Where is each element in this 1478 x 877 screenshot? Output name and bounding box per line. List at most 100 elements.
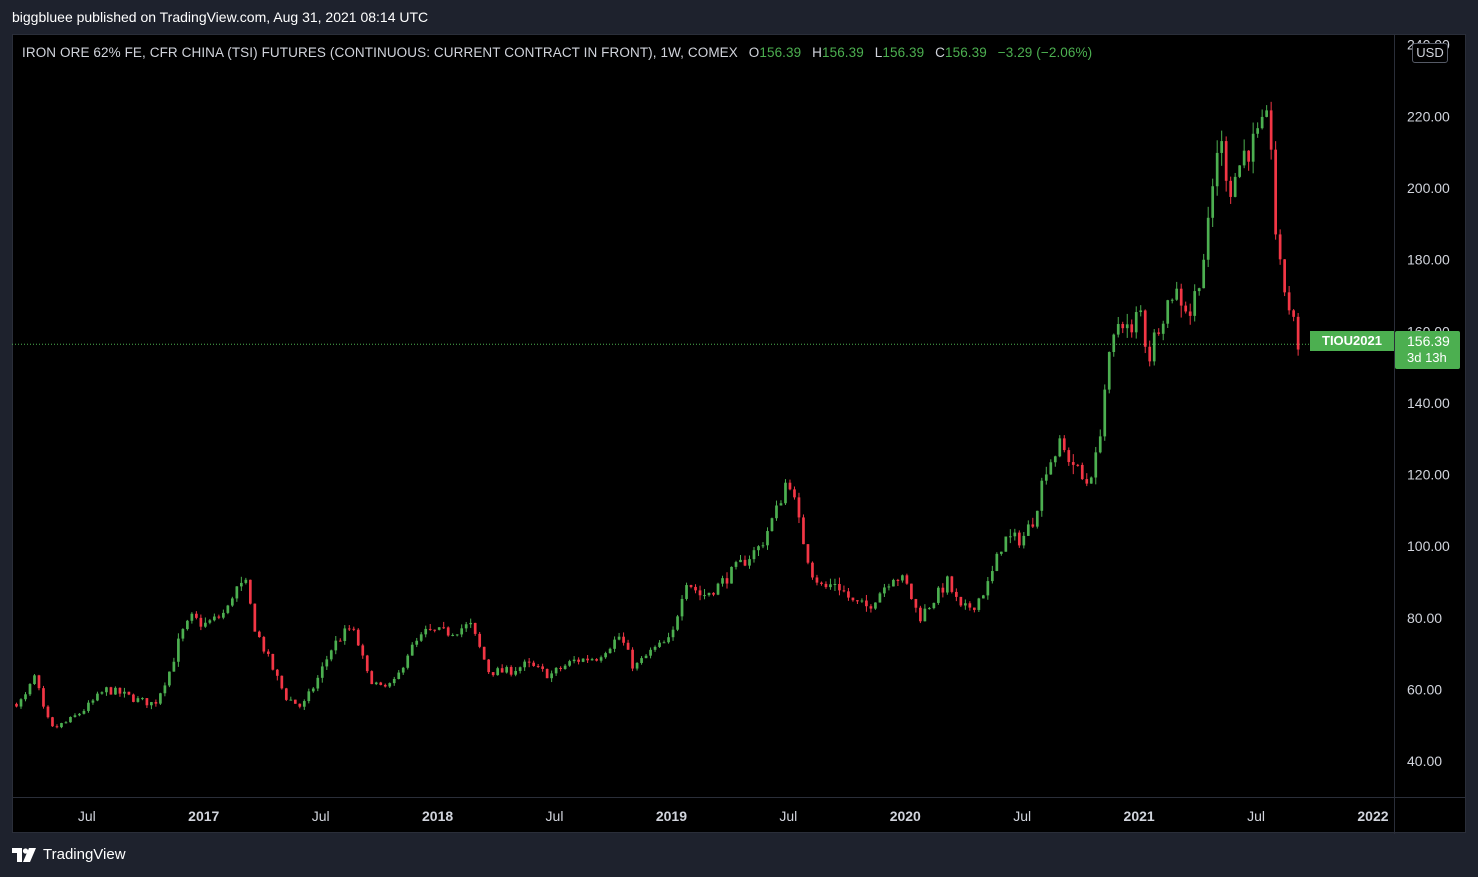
- candle-body: [887, 586, 891, 588]
- candle-body: [536, 665, 540, 667]
- candle-body: [1202, 259, 1206, 289]
- candle-body: [87, 702, 90, 711]
- time-tick-label: Jul: [779, 808, 797, 824]
- candle-body: [383, 684, 387, 687]
- candle-body: [631, 649, 634, 669]
- candle-body: [757, 546, 760, 551]
- time-tick-label: 2019: [656, 808, 687, 824]
- symbol-title: IRON ORE 62% FE, CFR CHINA (TSI) FUTURES…: [22, 45, 738, 60]
- candle-body: [1031, 524, 1035, 527]
- candle-body: [685, 585, 688, 599]
- candle-body: [1049, 462, 1053, 475]
- candle-body: [82, 710, 86, 714]
- candle-body: [1197, 288, 1201, 292]
- candle-body: [1094, 452, 1098, 478]
- candle-body: [1035, 510, 1039, 527]
- candle-body: [388, 683, 392, 687]
- candle-body: [100, 692, 104, 694]
- candle-body: [847, 591, 850, 598]
- candle-body: [248, 579, 252, 604]
- candle-body: [271, 653, 275, 670]
- candle-body: [811, 562, 814, 578]
- candle-body: [766, 531, 769, 546]
- candle-body: [496, 668, 500, 676]
- candle-body: [114, 687, 117, 695]
- candle-body: [195, 613, 198, 618]
- candle-body: [905, 575, 909, 584]
- candle-body: [163, 685, 167, 694]
- candle-body: [365, 655, 369, 672]
- candle-body: [392, 678, 396, 684]
- candle-body: [793, 489, 796, 498]
- candle-body: [734, 562, 738, 567]
- candle-body: [464, 624, 468, 629]
- candle-body: [649, 649, 652, 656]
- candle-body: [874, 602, 877, 609]
- candle-body: [213, 616, 216, 621]
- candle-body: [878, 593, 882, 603]
- candle-body: [1188, 311, 1192, 316]
- candle-body: [608, 648, 612, 654]
- price-tick-label: 80.00: [1407, 610, 1442, 626]
- candle-body: [527, 661, 531, 663]
- open-label: O: [748, 45, 760, 60]
- candle-body: [33, 675, 36, 685]
- candlestick-chart[interactable]: 40.0060.0080.00100.00120.00140.00160.001…: [12, 34, 1466, 834]
- candle-body: [141, 698, 144, 700]
- candle-body: [1040, 480, 1044, 511]
- candle-body: [707, 592, 711, 596]
- candle-body: [28, 684, 32, 695]
- candle-body: [595, 659, 598, 661]
- candle-body: [955, 591, 958, 597]
- candle-body: [1206, 217, 1210, 260]
- tradingview-brand[interactable]: TradingView: [12, 846, 126, 863]
- candle-body: [311, 688, 315, 692]
- candle-body: [667, 637, 670, 643]
- candle-body: [972, 607, 976, 610]
- candle-body: [159, 693, 162, 704]
- candle-body: [635, 662, 639, 669]
- brand-name: TradingView: [43, 846, 126, 863]
- symbol-legend: IRON ORE 62% FE, CFR CHINA (TSI) FUTURES…: [22, 45, 1092, 60]
- candle-body: [91, 700, 95, 703]
- candle-body: [1251, 133, 1255, 162]
- candle-body: [1080, 464, 1084, 480]
- symbol-price-tag: TIOU2021: [1310, 331, 1394, 351]
- candle-body: [703, 595, 706, 597]
- candle-body: [658, 642, 661, 647]
- candle-body: [1143, 310, 1147, 347]
- candle-body: [78, 713, 81, 716]
- candle-body: [1215, 152, 1219, 187]
- currency-button[interactable]: USD: [1412, 43, 1448, 63]
- candle-body: [1053, 456, 1057, 463]
- candle-body: [1067, 450, 1071, 463]
- candle-body: [446, 627, 450, 636]
- candle-body: [289, 699, 293, 701]
- candle-body: [946, 576, 949, 593]
- candle-body: [257, 631, 261, 638]
- time-tick-label: 2022: [1357, 808, 1388, 824]
- candle-body: [145, 698, 149, 706]
- candle-body: [168, 671, 171, 686]
- candle-body: [302, 701, 306, 707]
- candle-body: [1022, 535, 1026, 546]
- candle-body: [999, 551, 1003, 554]
- candle-body: [1269, 110, 1273, 150]
- candle-body: [797, 497, 801, 518]
- candle-body: [338, 640, 342, 642]
- candle-body: [1017, 532, 1021, 546]
- candle-body: [424, 628, 428, 635]
- candle-body: [964, 603, 967, 606]
- candle-body: [1247, 150, 1251, 162]
- candle-body: [532, 662, 535, 666]
- candle-body: [69, 716, 72, 723]
- candle-body: [239, 582, 243, 587]
- candle-body: [581, 658, 585, 662]
- candle-body: [1103, 389, 1107, 437]
- candle-body: [1058, 438, 1062, 457]
- candle-body: [820, 582, 823, 584]
- candle-body: [1260, 116, 1264, 129]
- candle-body: [181, 629, 185, 639]
- candle-body: [725, 578, 729, 584]
- candle-body: [500, 668, 504, 673]
